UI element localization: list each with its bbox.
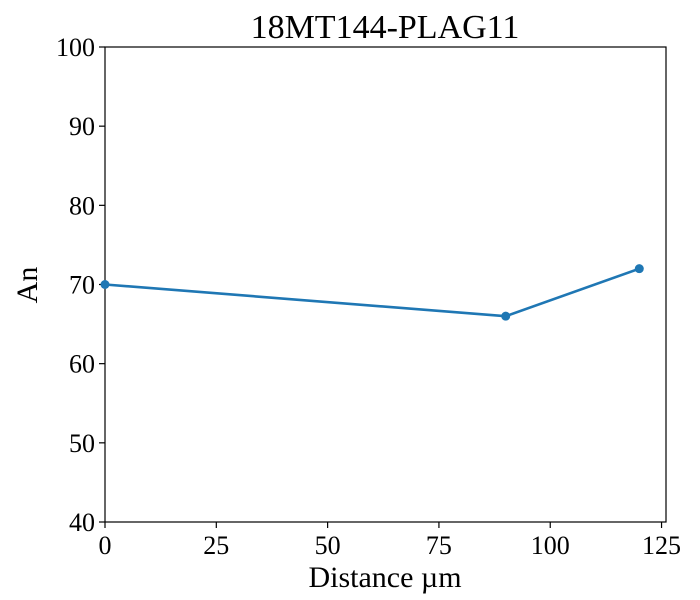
y-tick-label: 90 <box>69 112 95 141</box>
series-line <box>104 267 640 318</box>
x-tick-label: 0 <box>99 531 112 560</box>
chart-title: 18MT144-PLAG11 <box>251 9 520 46</box>
x-tick-label: 75 <box>426 531 452 560</box>
x-tick-label: 100 <box>531 531 570 560</box>
y-tick-label: 50 <box>69 429 95 458</box>
y-axis: 40 50 60 70 80 90 100 <box>56 33 105 537</box>
x-tick-label: 50 <box>315 531 341 560</box>
data-point <box>100 280 110 289</box>
plot-frame <box>104 46 667 523</box>
x-tick-label: 125 <box>642 531 681 560</box>
x-tick-label: 25 <box>203 531 229 560</box>
y-tick-label: 80 <box>69 191 95 220</box>
y-tick-label: 70 <box>69 271 95 300</box>
y-tick-label: 60 <box>69 350 95 379</box>
data-point <box>501 311 511 321</box>
x-axis-label: Distance µm <box>308 561 461 594</box>
series-layer <box>100 264 644 321</box>
data-point <box>634 264 644 274</box>
y-tick-label: 100 <box>56 33 95 62</box>
y-axis-label: An <box>11 267 44 304</box>
y-tick-label: 40 <box>69 508 95 537</box>
x-axis: 0 25 50 75 100 125 <box>99 522 681 560</box>
